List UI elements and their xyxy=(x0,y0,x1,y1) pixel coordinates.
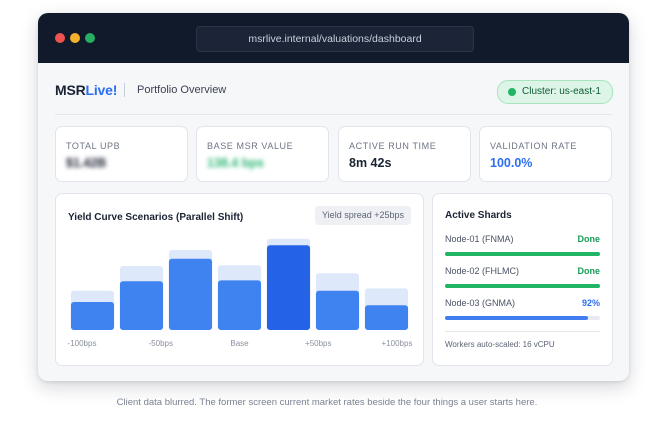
header-divider xyxy=(124,83,125,97)
stat-card-validation-rate: VALIDATION RATE 100.0% xyxy=(479,126,612,182)
chart-bar[interactable] xyxy=(217,280,262,330)
yield-curve-chart-card: -100bps -50bps Base +50bps +100bps Yield Cur… xyxy=(55,193,424,366)
shard-progress-track-node-02 xyxy=(445,284,600,288)
yield-curve-chart: -100bps -50bps Base +50bps +100bps xyxy=(68,238,413,348)
browser-window: msrlive.internal/valuations/dashboard MS… xyxy=(38,13,629,381)
app-logo[interactable]: MSRLive! xyxy=(55,82,117,98)
app-header: MSRLive! Portfolio Overview Cluster: us-… xyxy=(38,63,629,115)
active-shards-card: Active Shards Node-01 (FNMA) Done Node-0… xyxy=(432,193,613,366)
stat-card-base-msr-value: BASE MSR VALUE 138.4 bps xyxy=(196,126,329,182)
cluster-badge-label: Cluster: us-east-1 xyxy=(522,86,601,97)
page-title: Portfolio Overview xyxy=(137,84,227,96)
chart-bar[interactable] xyxy=(119,281,164,330)
stat-label: ACTIVE RUN TIME xyxy=(349,141,437,151)
shards-title: Active Shards xyxy=(445,210,512,221)
chart-bar[interactable] xyxy=(70,302,115,330)
chart-tick-label: Base xyxy=(230,339,249,348)
stat-value: 100.0% xyxy=(490,156,533,170)
maximize-window-dot[interactable] xyxy=(85,33,95,43)
shards-divider xyxy=(445,331,600,332)
shard-progress-fill xyxy=(445,316,588,320)
shard-progress-track-node-03 xyxy=(445,316,600,320)
shard-status-node-02: Done xyxy=(577,266,601,276)
header-separator xyxy=(55,114,612,115)
logo-main: MSR xyxy=(55,82,86,98)
figure-caption: Client data blurred. The former screen c… xyxy=(116,397,538,408)
logo-accent: Live! xyxy=(85,82,118,98)
chart-bar[interactable] xyxy=(364,305,409,330)
shard-status-node-01: Done xyxy=(577,234,601,244)
chart-tick-label: +50bps xyxy=(305,339,331,348)
stat-value: 8m 42s xyxy=(349,156,392,170)
status-dot-icon xyxy=(508,88,516,96)
stat-label: VALIDATION RATE xyxy=(490,141,578,151)
shard-progress-fill xyxy=(445,284,600,288)
shard-label-node-03: Node-03 (GNMA) xyxy=(445,298,516,308)
shard-progress-fill xyxy=(445,252,600,256)
stat-value-blurred: 138.4 bps xyxy=(207,156,264,170)
minimize-window-dot[interactable] xyxy=(70,33,80,43)
chart-bar[interactable] xyxy=(168,258,213,330)
stat-label: BASE MSR VALUE xyxy=(207,141,294,151)
shard-status-node-03: 92% xyxy=(581,298,600,308)
stat-value-blurred: $1.42B xyxy=(66,156,107,170)
chart-bar-highlighted[interactable] xyxy=(266,245,311,330)
chart-bar[interactable] xyxy=(315,290,360,330)
cluster-status-badge[interactable]: Cluster: us-east-1 xyxy=(497,80,613,104)
yield-spread-badge[interactable]: Yield spread +25bps xyxy=(315,206,411,225)
chart-tick-label: +100bps xyxy=(382,339,413,348)
workers-scaling-note: Workers auto-scaled: 16 vCPU xyxy=(445,340,555,349)
shard-label-node-01: Node-01 (FNMA) xyxy=(445,234,514,244)
chart-title: Yield Curve Scenarios (Parallel Shift) xyxy=(68,212,244,223)
stat-label: TOTAL UPB xyxy=(66,141,121,151)
address-bar[interactable]: msrlive.internal/valuations/dashboard xyxy=(196,26,474,52)
browser-titlebar: msrlive.internal/valuations/dashboard xyxy=(38,13,629,63)
chart-tick-label: -100bps xyxy=(68,339,97,348)
close-window-dot[interactable] xyxy=(55,33,65,43)
stat-card-active-run-time: ACTIVE RUN TIME 8m 42s xyxy=(338,126,471,182)
shard-progress-track-node-01 xyxy=(445,252,600,256)
chart-tick-label: -50bps xyxy=(149,339,173,348)
shard-label-node-02: Node-02 (FHLMC) xyxy=(445,266,520,276)
stat-card-total-upb: TOTAL UPB $1.42B xyxy=(55,126,188,182)
dashboard-content: MSRLive! Portfolio Overview Cluster: us-… xyxy=(38,63,629,381)
